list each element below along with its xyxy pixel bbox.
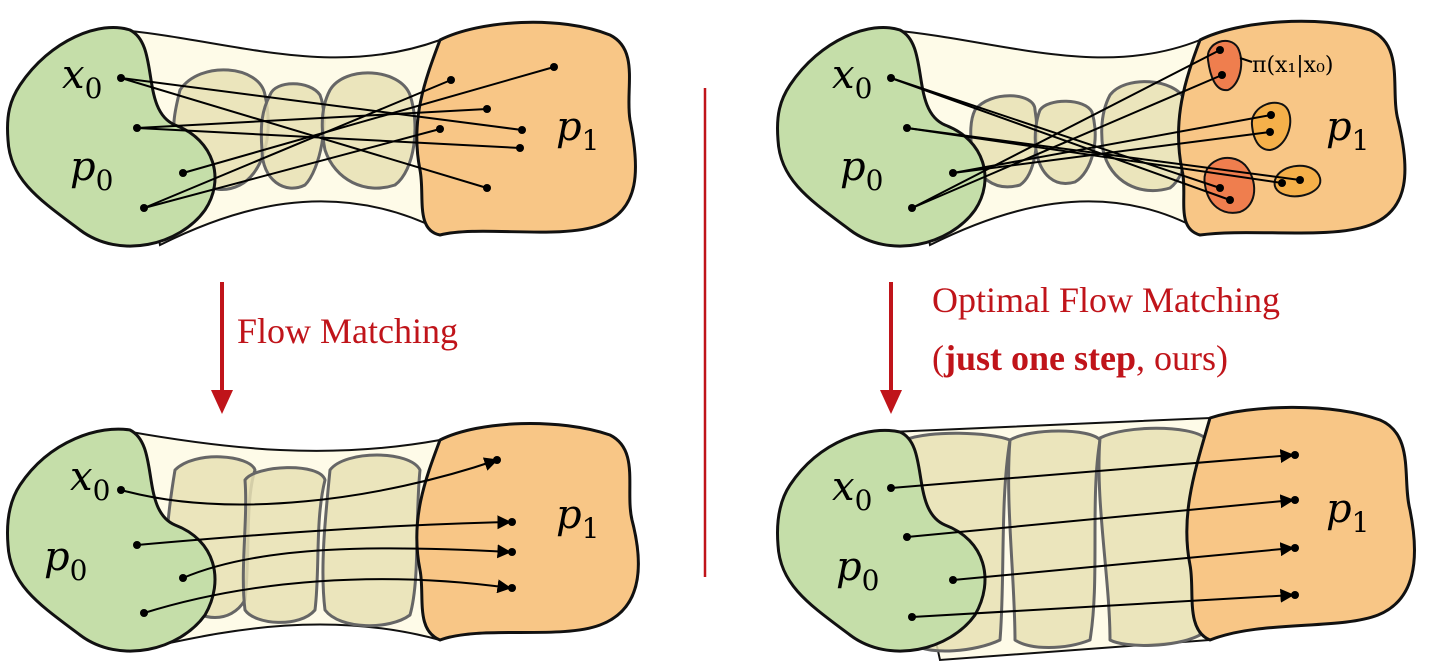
transport-line xyxy=(143,128,441,209)
label-x0: x0 xyxy=(832,464,872,517)
transport-line xyxy=(143,79,452,209)
label-p1: p1 xyxy=(556,104,599,157)
sample-points xyxy=(117,456,516,617)
transport-line xyxy=(120,77,488,189)
arrow-head-left xyxy=(211,390,233,414)
target-distribution-p1 xyxy=(415,422,640,642)
intermediate-distribution xyxy=(241,466,327,624)
transport-line xyxy=(890,77,1231,201)
transport-line xyxy=(952,114,1272,174)
caption-just-one-step: (just one step, ours) xyxy=(932,338,1228,378)
transport-line xyxy=(890,77,1221,189)
intermediate-distribution xyxy=(1097,426,1207,647)
panel-top-right: π(x₁|x₀) x0 p0 p1 xyxy=(776,19,1407,248)
label-p1: p1 xyxy=(556,492,599,545)
caption-flow-matching: Flow Matching xyxy=(237,311,458,351)
target-distribution-p1 xyxy=(415,20,638,237)
source-distribution-p0 xyxy=(6,427,217,653)
flow-trajectory xyxy=(143,578,512,614)
label-p0: p0 xyxy=(836,544,879,597)
label-pi-conditional: π(x₁|x₀) xyxy=(1252,53,1334,78)
sample-points xyxy=(887,46,1304,212)
source-distribution-p0 xyxy=(776,25,987,248)
panel-bottom-right: x0 p0 p1 xyxy=(776,405,1416,662)
straight-trajectory xyxy=(906,494,1295,538)
transport-line xyxy=(136,127,521,149)
transport-line xyxy=(952,131,1271,174)
flow-trajectory xyxy=(182,544,512,579)
source-distribution-p0 xyxy=(776,428,987,653)
caption-optimal-flow-matching: Optimal Flow Matching xyxy=(932,280,1280,320)
conditional-plan-region xyxy=(1250,101,1292,152)
source-distribution-p0 xyxy=(6,25,217,248)
label-p0: p0 xyxy=(44,534,87,587)
intermediate-distribution xyxy=(321,453,422,628)
arrow-head-right xyxy=(880,390,902,414)
flow-trajectory xyxy=(120,457,499,506)
straight-trajectory xyxy=(952,542,1295,581)
straight-trajectory xyxy=(890,449,1295,489)
label-x0: x0 xyxy=(62,52,102,105)
label-p1: p1 xyxy=(1326,486,1369,539)
transport-line xyxy=(911,74,1223,209)
intermediate-distribution xyxy=(1007,429,1102,649)
label-p0: p0 xyxy=(840,144,883,197)
transport-line xyxy=(136,108,488,129)
sample-points xyxy=(887,451,1299,621)
panel-top-left: x0 p0 p1 xyxy=(6,20,638,248)
intermediate-distribution xyxy=(320,71,417,190)
pi-label-leader xyxy=(1239,57,1253,63)
panel-bottom-left: x0 p0 p1 xyxy=(6,422,640,653)
transport-line xyxy=(120,77,523,131)
transport-line xyxy=(182,66,555,174)
sample-points xyxy=(117,63,558,212)
transport-line xyxy=(911,49,1221,209)
label-x0: x0 xyxy=(832,52,872,105)
label-x0: x0 xyxy=(70,454,110,507)
label-p1: p1 xyxy=(1326,104,1369,157)
target-distribution-p1 xyxy=(1185,405,1416,642)
straight-trajectory xyxy=(911,588,1295,618)
label-p0: p0 xyxy=(70,144,113,197)
flow-trajectory xyxy=(136,515,512,546)
